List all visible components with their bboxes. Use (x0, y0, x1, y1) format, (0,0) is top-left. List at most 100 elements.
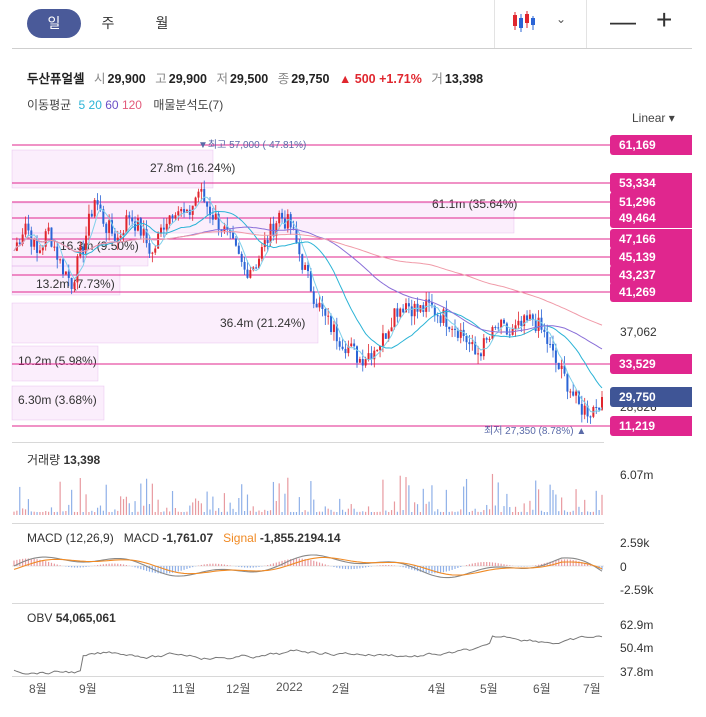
macd-histogram-bar (226, 564, 228, 566)
volume-bar (145, 478, 148, 515)
volume-bar (506, 493, 508, 515)
macd-histogram-bar (388, 565, 390, 566)
macd-value: -1,761.07 (162, 531, 214, 545)
macd-histogram-bar (102, 564, 104, 566)
chevron-down-icon[interactable]: ⌄ (556, 12, 567, 26)
volume-bar (586, 511, 589, 515)
volume-bar (50, 507, 53, 515)
macd-histogram-bar (408, 566, 410, 569)
volume-bar (79, 478, 81, 515)
macd-histogram-bar (125, 565, 128, 566)
volume-bar (59, 481, 61, 515)
candle-body (180, 209, 183, 212)
candlestick-icon[interactable] (512, 10, 538, 34)
macd-histogram-bar (581, 562, 583, 566)
macd-label: MACD (123, 531, 160, 545)
indicator-legend[interactable]: 이동평균 5 20 60 120 매물분석도(7) (27, 96, 227, 113)
volume-bar (537, 489, 540, 515)
tab-week[interactable]: 주 (101, 15, 115, 31)
volume-bar (344, 511, 347, 515)
tab-day[interactable]: 일 (27, 9, 81, 38)
volume-bar (122, 499, 125, 515)
candle-body (508, 334, 511, 336)
candle-body (494, 327, 497, 329)
candle-body (174, 215, 177, 219)
ma60-label: 60 (105, 98, 119, 112)
macd-histogram-bar (177, 566, 179, 572)
moving-average-lines (13, 196, 603, 413)
candle-body (194, 197, 197, 206)
volume-bar (301, 512, 303, 515)
volume-bar (267, 510, 269, 515)
candle-body (260, 247, 263, 259)
volume-bar (566, 511, 569, 515)
volume-bar (454, 511, 456, 515)
volume-bar (341, 509, 344, 515)
price-level-box: 43,237 (610, 265, 692, 285)
obv-chart[interactable] (0, 604, 706, 679)
zoom-in-button[interactable]: + (656, 4, 673, 35)
volume-bar (36, 511, 38, 515)
macd-panel-label: MACD (12,26,9) (27, 531, 114, 545)
volume-bar (336, 511, 338, 515)
volume-bar (154, 511, 156, 515)
macd-histogram-bar (523, 566, 525, 567)
macd-histogram-bar (76, 566, 79, 568)
macd-histogram-bar (79, 566, 81, 568)
zoom-out-button[interactable]: — (610, 6, 636, 36)
candle-body (379, 345, 382, 351)
scale-type-dropdown[interactable]: Linear ▾ (632, 111, 675, 125)
candle-body (367, 353, 370, 360)
volume-bar (232, 508, 234, 515)
volume-bar (517, 511, 520, 515)
macd-histogram-bar (474, 562, 476, 566)
volume-bar (94, 511, 96, 515)
macd-axis-zero: 0 (620, 560, 627, 574)
volume-bar (437, 509, 439, 515)
volume-bar (359, 511, 361, 515)
candle-body (361, 359, 364, 366)
macd-histogram-bar (549, 561, 551, 566)
candle-body (566, 373, 569, 392)
volume-bar (284, 493, 286, 515)
macd-histogram-bar (114, 563, 116, 566)
volume-bar (416, 504, 419, 515)
macd-histogram-bar (71, 566, 73, 568)
macd-chart[interactable] (0, 525, 706, 600)
candle-body (62, 259, 64, 275)
volume-bar (131, 511, 133, 515)
volume-bar (238, 498, 240, 515)
volume-bar (584, 499, 586, 515)
macd-histogram-bar (88, 566, 90, 567)
volume-bar (96, 507, 99, 515)
volume-bar (304, 510, 306, 515)
candle-body (528, 314, 531, 321)
macd-histogram-bar (425, 566, 427, 573)
tab-month[interactable]: 월 (155, 15, 169, 31)
macd-histogram-bar (180, 566, 182, 571)
candle-body (200, 188, 203, 192)
volume-bar (120, 496, 122, 515)
candle-body (474, 342, 477, 355)
volume-bar (486, 504, 488, 515)
macd-histogram-bar (390, 565, 393, 566)
volume-panel-title: 거래량 13,398 (27, 451, 100, 468)
volume-bar (572, 510, 574, 515)
candle-body (27, 223, 30, 231)
panel-divider (12, 603, 604, 604)
candle-body (21, 234, 24, 244)
candle-body (246, 269, 249, 278)
volume-chart[interactable] (0, 440, 706, 520)
macd-histogram-bar (344, 566, 347, 570)
macd-histogram-bar (143, 566, 145, 571)
candle-body (505, 323, 508, 335)
macd-histogram-bar (535, 565, 537, 566)
price-axis-mid: 37,062 (620, 325, 657, 339)
volume-bar (509, 507, 511, 515)
volume-bar (137, 511, 139, 515)
candle-body (160, 227, 162, 234)
price-chart[interactable]: 27.8m (16.24%)61.1m (35.64%)16.3m (9.50%… (0, 128, 706, 438)
macd-histogram-bar (267, 565, 269, 566)
low-annotation: 최저 27,350 (8.78%) ▲ (484, 425, 586, 437)
volume-bar (388, 511, 390, 515)
